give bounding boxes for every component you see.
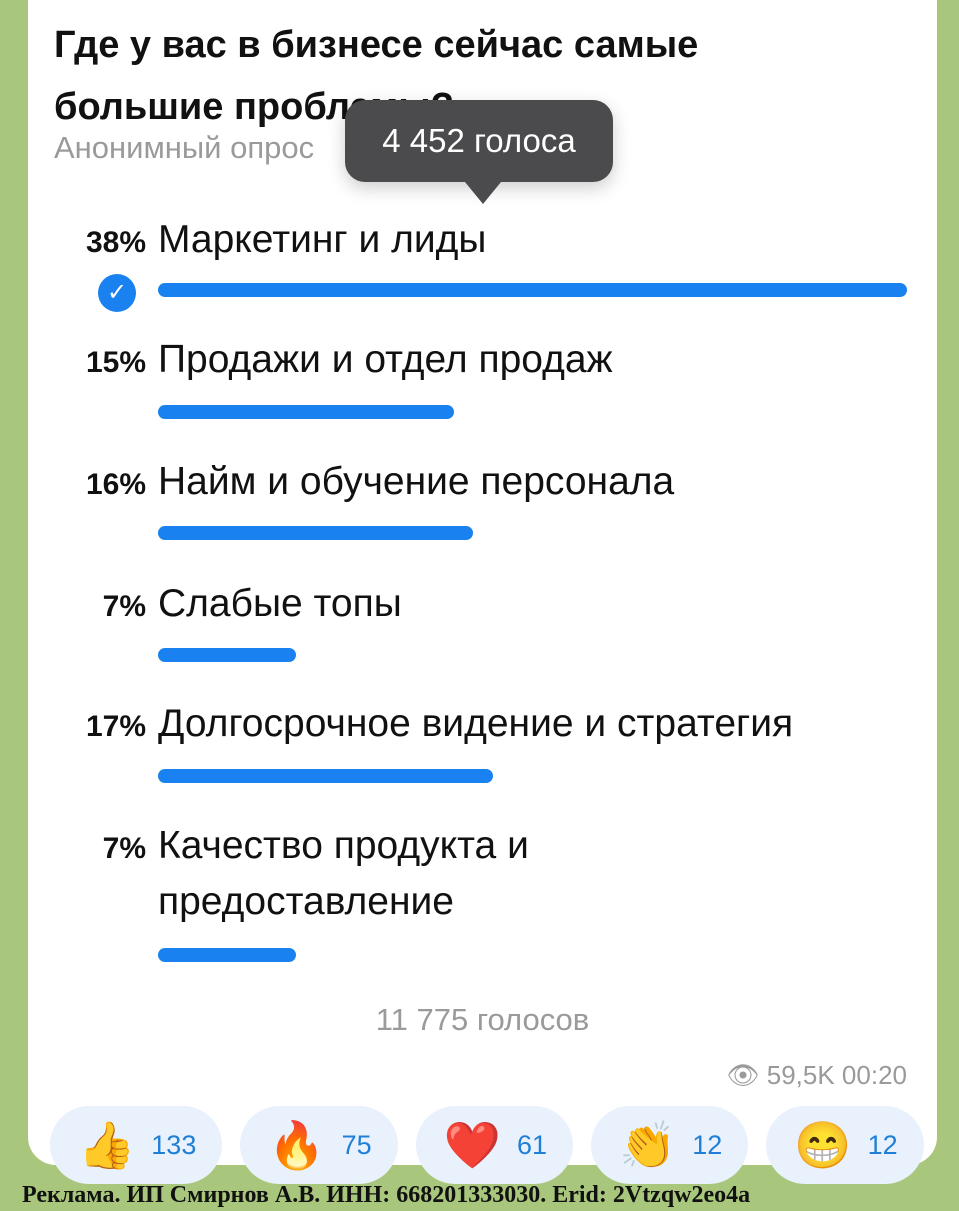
option-percent: 7% bbox=[102, 590, 146, 623]
reaction-emoji-icon: 👍 bbox=[78, 1118, 136, 1171]
time: 00:20 bbox=[841, 1060, 907, 1090]
reaction-count: 133 bbox=[151, 1129, 197, 1160]
reaction-button[interactable]: ❤️ 61 bbox=[415, 1106, 573, 1184]
option-label: Слабые топы bbox=[158, 582, 402, 625]
option-bar bbox=[158, 769, 494, 783]
reaction-button[interactable]: 😁 12 bbox=[766, 1106, 924, 1184]
views-count: 59,5K bbox=[766, 1060, 835, 1090]
option-label: Найм и обучение персонала bbox=[158, 460, 675, 503]
option-bar bbox=[158, 405, 454, 419]
option-percent: 15% bbox=[85, 346, 146, 379]
reaction-count: 12 bbox=[867, 1129, 898, 1160]
option-label: Долгосрочное видение и стратегия bbox=[158, 702, 794, 745]
poll-type: Анонимный опрос bbox=[54, 130, 315, 165]
message-meta: 👁 59,5K 00:20 bbox=[726, 1060, 907, 1091]
votes-tooltip: 4 452 голоса bbox=[345, 100, 613, 204]
total-votes[interactable]: 11 775 голосов bbox=[375, 1002, 590, 1037]
reaction-emoji-icon: 👏 bbox=[619, 1118, 677, 1171]
option-percent: 16% bbox=[85, 468, 146, 501]
option-bar bbox=[158, 526, 474, 540]
eye-icon: 👁 bbox=[726, 1060, 760, 1090]
ad-disclaimer: Реклама. ИП Смирнов А.В. ИНН: 6682013330… bbox=[22, 1182, 751, 1208]
reaction-count: 61 bbox=[516, 1129, 547, 1160]
option-percent: 7% bbox=[102, 832, 146, 865]
option-percent: 17% bbox=[85, 710, 146, 743]
option-bar bbox=[158, 283, 907, 297]
reaction-emoji-icon: ❤️ bbox=[443, 1118, 501, 1171]
reaction-count: 12 bbox=[692, 1129, 723, 1160]
option-label: Качество продукта и предоставление bbox=[158, 824, 529, 923]
checkmark-icon: ✓ bbox=[98, 274, 136, 312]
reaction-button[interactable]: 🔥 75 bbox=[240, 1106, 398, 1184]
reaction-button[interactable]: 👏 12 bbox=[591, 1106, 749, 1184]
reaction-emoji-icon: 😁 bbox=[794, 1118, 852, 1171]
reaction-count: 75 bbox=[341, 1129, 372, 1160]
option-percent: 38% bbox=[85, 226, 146, 259]
option-bar bbox=[158, 648, 296, 662]
option-label: Маркетинг и лиды bbox=[158, 218, 487, 261]
reaction-emoji-icon: 🔥 bbox=[268, 1118, 326, 1171]
option-bar bbox=[158, 948, 296, 962]
option-label: Продажи и отдел продаж bbox=[158, 338, 613, 381]
reaction-button[interactable]: 👍 133 bbox=[50, 1106, 223, 1184]
